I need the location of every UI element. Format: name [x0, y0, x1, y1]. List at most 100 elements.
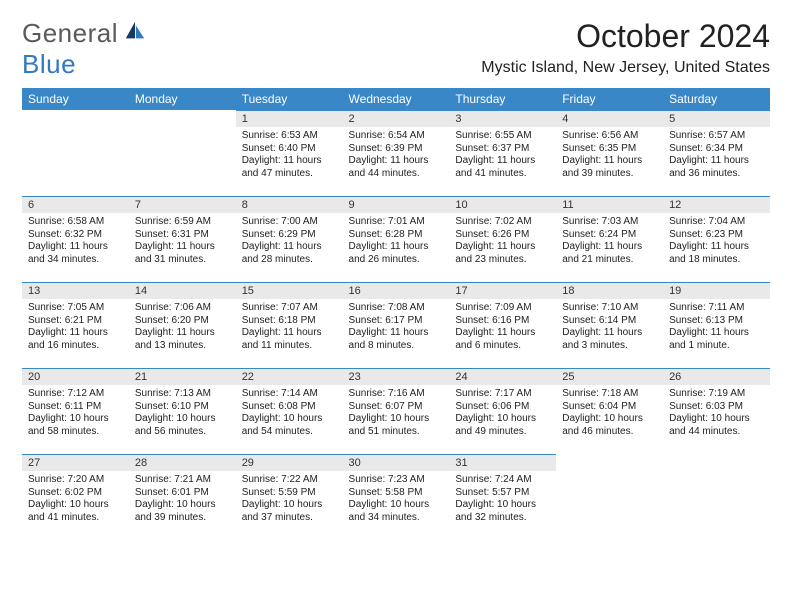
sunset-line: Sunset: 6:06 PM — [455, 401, 529, 412]
daylight-line: Daylight: 10 hours and 49 minutes. — [455, 413, 536, 437]
daylight-line: Daylight: 11 hours and 18 minutes. — [669, 241, 749, 265]
daylight-line: Daylight: 11 hours and 16 minutes. — [28, 327, 108, 351]
logo: General Blue — [22, 18, 146, 80]
calendar-cell: 9Sunrise: 7:01 AMSunset: 6:28 PMDaylight… — [343, 196, 450, 282]
day-details: Sunrise: 7:13 AM Sunset: 6:10 PMDaylight:… — [129, 385, 236, 440]
calendar-cell: 12Sunrise: 7:04 AMSunset: 6:23 PMDayligh… — [663, 196, 770, 282]
daylight-line: Daylight: 11 hours and 6 minutes. — [455, 327, 535, 351]
day-details: Sunrise: 6:55 AMSunset: 6:37 PMDaylight:… — [449, 127, 556, 182]
daylight-line: Daylight: 11 hours and 36 minutes. — [669, 155, 749, 179]
sunset-line: Sunset: 6:32 PM — [28, 229, 102, 240]
day-number: 1 — [236, 110, 343, 127]
sunrise-line: Sunrise: 7:24 AM — [455, 474, 531, 485]
sunrise-line: Sunrise: 7:14 AM — [242, 388, 318, 399]
day-number: 29 — [236, 454, 343, 471]
day-number: 26 — [663, 368, 770, 385]
day-number: 7 — [129, 196, 236, 213]
day-details: Sunrise: 7:19 AMSunset: 6:03 PMDaylight:… — [663, 385, 770, 440]
day-number: 10 — [449, 196, 556, 213]
day-header: Wednesday — [343, 88, 450, 110]
day-details: Sunrise: 7:04 AMSunset: 6:23 PMDaylight:… — [663, 213, 770, 268]
day-details: Sunrise: 7:08 AMSunset: 6:17 PMDaylight:… — [343, 299, 450, 354]
day-details: Sunrise: 7:17 AMSunset: 6:06 PMDaylight:… — [449, 385, 556, 440]
day-number: 14 — [129, 282, 236, 299]
calendar-cell: 27Sunrise: 7:20 AMSunset: 6:02 PMDayligh… — [22, 454, 129, 540]
day-number: 28 — [129, 454, 236, 471]
sunrise-line: Sunrise: 7:10 AM — [562, 302, 638, 313]
day-details: Sunrise: 7:20 AMSunset: 6:02 PMDaylight:… — [22, 471, 129, 526]
calendar-cell: 28Sunrise: 7:21 AMSunset: 6:01 PMDayligh… — [129, 454, 236, 540]
sunrise-line: Sunrise: 7:13 AM — [135, 388, 211, 399]
daylight-line: Daylight: 11 hours and 1 minute. — [669, 327, 749, 351]
sunset-line: Sunset: 6:18 PM — [242, 315, 316, 326]
day-number: 3 — [449, 110, 556, 127]
sunset-line: Sunset: 6:03 PM — [669, 401, 743, 412]
calendar-cell: 24Sunrise: 7:17 AMSunset: 6:06 PMDayligh… — [449, 368, 556, 454]
sunset-line: Sunset: 6:21 PM — [28, 315, 102, 326]
day-number: 11 — [556, 196, 663, 213]
calendar-week-row: 27Sunrise: 7:20 AMSunset: 6:02 PMDayligh… — [22, 454, 770, 540]
sunrise-line: Sunrise: 7:22 AM — [242, 474, 318, 485]
day-number: 31 — [449, 454, 556, 471]
calendar-week-row: 20Sunrise: 7:12 AMSunset: 6:11 PMDayligh… — [22, 368, 770, 454]
sunset-line: Sunset: 6:40 PM — [242, 143, 316, 154]
calendar-cell: 8Sunrise: 7:00 AMSunset: 6:29 PMDaylight… — [236, 196, 343, 282]
calendar-cell: 3Sunrise: 6:55 AMSunset: 6:37 PMDaylight… — [449, 110, 556, 196]
day-number: 12 — [663, 196, 770, 213]
calendar-cell: 2Sunrise: 6:54 AMSunset: 6:39 PMDaylight… — [343, 110, 450, 196]
sunrise-line: Sunrise: 7:01 AM — [349, 216, 425, 227]
calendar-week-row: ....1Sunrise: 6:53 AMSunset: 6:40 PMDayl… — [22, 110, 770, 196]
calendar-cell: 31Sunrise: 7:24 AMSunset: 5:57 PMDayligh… — [449, 454, 556, 540]
location-subtitle: Mystic Island, New Jersey, United States — [481, 59, 770, 77]
day-number: 17 — [449, 282, 556, 299]
calendar-cell: 30Sunrise: 7:23 AMSunset: 5:58 PMDayligh… — [343, 454, 450, 540]
day-details: Sunrise: 6:56 AMSunset: 6:35 PMDaylight:… — [556, 127, 663, 182]
sunset-line: Sunset: 6:08 PM — [242, 401, 316, 412]
calendar-cell: 20Sunrise: 7:12 AMSunset: 6:11 PMDayligh… — [22, 368, 129, 454]
sunset-line: Sunset: 6:10 PM — [135, 401, 209, 412]
sunrise-line: Sunrise: 7:09 AM — [455, 302, 531, 313]
calendar-cell: 13Sunrise: 7:05 AMSunset: 6:21 PMDayligh… — [22, 282, 129, 368]
day-details: Sunrise: 7:11 AMSunset: 6:13 PMDaylight:… — [663, 299, 770, 354]
daylight-line: Daylight: 11 hours and 39 minutes. — [562, 155, 642, 179]
sunset-line: Sunset: 6:29 PM — [242, 229, 316, 240]
day-details: Sunrise: 7:16 AMSunset: 6:07 PMDaylight:… — [343, 385, 450, 440]
sunset-line: Sunset: 6:26 PM — [455, 229, 529, 240]
daylight-line: Daylight: 10 hours and 54 minutes. — [242, 413, 323, 437]
daylight-line: Daylight: 10 hours and 56 minutes. — [135, 413, 216, 437]
day-header: Saturday — [663, 88, 770, 110]
logo-word-general: General — [22, 18, 118, 48]
day-details: Sunrise: 7:09 AMSunset: 6:16 PMDaylight:… — [449, 299, 556, 354]
calendar-cell: 26Sunrise: 7:19 AMSunset: 6:03 PMDayligh… — [663, 368, 770, 454]
sunset-line: Sunset: 5:59 PM — [242, 487, 316, 498]
calendar-cell: 1Sunrise: 6:53 AMSunset: 6:40 PMDaylight… — [236, 110, 343, 196]
day-number: 21 — [129, 368, 236, 385]
sunset-line: Sunset: 6:24 PM — [562, 229, 636, 240]
sunset-line: Sunset: 5:57 PM — [455, 487, 529, 498]
daylight-line: Daylight: 11 hours and 34 minutes. — [28, 241, 108, 265]
day-details: Sunrise: 7:00 AMSunset: 6:29 PMDaylight:… — [236, 213, 343, 268]
day-details: Sunrise: 7:22 AMSunset: 5:59 PMDaylight:… — [236, 471, 343, 526]
sunset-line: Sunset: 6:31 PM — [135, 229, 209, 240]
day-number: 18 — [556, 282, 663, 299]
daylight-line: Daylight: 11 hours and 31 minutes. — [135, 241, 215, 265]
sunrise-line: Sunrise: 6:58 AM — [28, 216, 104, 227]
sunrise-line: Sunrise: 7:18 AM — [562, 388, 638, 399]
day-number: 20 — [22, 368, 129, 385]
day-details: Sunrise: 7:23 AMSunset: 5:58 PMDaylight:… — [343, 471, 450, 526]
calendar-cell: 17Sunrise: 7:09 AMSunset: 6:16 PMDayligh… — [449, 282, 556, 368]
calendar-cell: 18Sunrise: 7:10 AMSunset: 6:14 PMDayligh… — [556, 282, 663, 368]
day-number: 30 — [343, 454, 450, 471]
day-details: Sunrise: 6:59 AMSunset: 6:31 PMDaylight:… — [129, 213, 236, 268]
daylight-line: Daylight: 10 hours and 46 minutes. — [562, 413, 643, 437]
daylight-line: Daylight: 11 hours and 21 minutes. — [562, 241, 642, 265]
day-number: 24 — [449, 368, 556, 385]
sunset-line: Sunset: 6:11 PM — [28, 401, 101, 412]
day-header: Tuesday — [236, 88, 343, 110]
logo-text: General Blue — [22, 18, 146, 80]
calendar-cell: 7Sunrise: 6:59 AMSunset: 6:31 PMDaylight… — [129, 196, 236, 282]
day-header: Monday — [129, 88, 236, 110]
daylight-line: Daylight: 10 hours and 39 minutes. — [135, 499, 216, 523]
day-details: Sunrise: 7:10 AMSunset: 6:14 PMDaylight:… — [556, 299, 663, 354]
calendar-cell: .. — [663, 454, 770, 540]
